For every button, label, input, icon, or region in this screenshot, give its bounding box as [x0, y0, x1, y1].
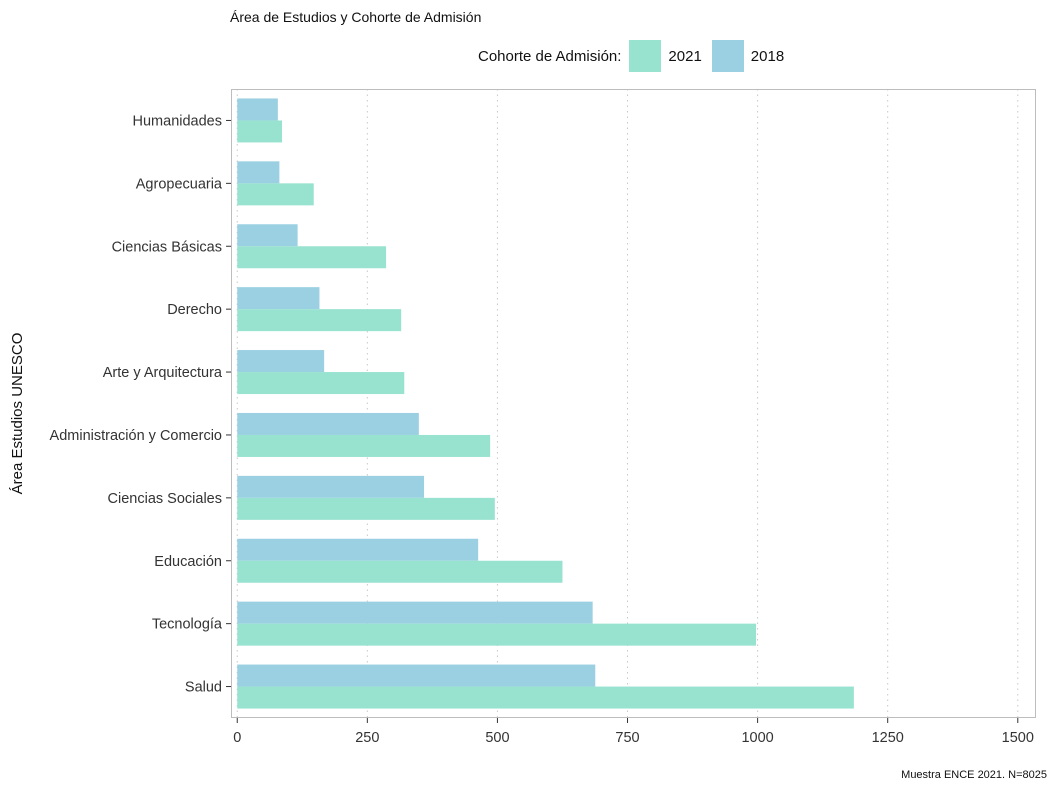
legend-label-2018: 2018: [750, 47, 785, 65]
legend-key-2021: [629, 40, 662, 72]
y-tick-label-ciencias-sociales: Ciencias Sociales: [108, 491, 222, 507]
chart-title: Área de Estudios y Cohorte de Admisión: [230, 9, 482, 25]
y-tick-label-salud: Salud: [185, 680, 222, 696]
bar-2021-ciencias-sociales: [237, 497, 495, 520]
legend: Cohorte de Admisión: 2021 2018: [478, 40, 794, 72]
y-tick-label-arte-y-arquitectura: Arte y Arquitectura: [103, 365, 223, 381]
y-tick-label-ciencias-b-sicas: Ciencias Básicas: [112, 239, 222, 255]
bar-2021-humanidades: [237, 120, 282, 143]
x-tick-label-0: 0: [233, 730, 241, 746]
x-tick-label-1000: 1000: [741, 730, 773, 746]
legend-key-2018: [711, 40, 744, 72]
bar-2018-derecho: [237, 287, 320, 310]
y-tick-label-educaci-n: Educación: [154, 554, 222, 570]
bar-2018-educaci-n: [237, 538, 479, 561]
bar-2018-tecnolog-a: [237, 601, 593, 624]
bar-2021-ciencias-b-sicas: [237, 246, 387, 269]
bar-2018-humanidades: [237, 98, 278, 121]
bar-2021-tecnolog-a: [237, 623, 757, 646]
bar-2018-arte-y-arquitectura: [237, 350, 325, 373]
y-tick-label-tecnolog-a: Tecnología: [152, 617, 223, 633]
bar-2018-ciencias-b-sicas: [237, 224, 298, 247]
y-axis-title: Área Estudios UNESCO: [9, 333, 26, 495]
bar-2021-administraci-n-y-comercio: [237, 434, 491, 457]
bar-2018-agropecuaria: [237, 161, 280, 184]
x-tick-label-1250: 1250: [872, 730, 904, 746]
legend-title: Cohorte de Admisión:: [478, 47, 622, 65]
bar-2018-salud: [237, 664, 596, 687]
bar-2021-salud: [237, 686, 854, 709]
bar-2021-agropecuaria: [237, 183, 314, 206]
x-tick-label-500: 500: [485, 730, 509, 746]
bar-2021-derecho: [237, 309, 402, 332]
y-tick-label-administraci-n-y-comercio: Administración y Comercio: [50, 428, 222, 444]
y-tick-label-humanidades: Humanidades: [133, 113, 222, 129]
legend-item-2021: 2021: [629, 40, 705, 72]
x-tick-label-750: 750: [615, 730, 639, 746]
bar-2021-arte-y-arquitectura: [237, 372, 405, 395]
y-tick-label-agropecuaria: Agropecuaria: [136, 176, 223, 192]
y-tick-label-derecho: Derecho: [167, 302, 222, 318]
chart-caption: Muestra ENCE 2021. N=8025: [901, 769, 1047, 781]
x-tick-label-250: 250: [355, 730, 379, 746]
plot-panel-border: [231, 89, 1036, 718]
x-tick-label-1500: 1500: [1002, 730, 1034, 746]
bar-2021-educaci-n: [237, 560, 563, 583]
legend-item-2018: 2018: [711, 40, 788, 72]
legend-label-2021: 2021: [668, 47, 702, 65]
bar-2018-ciencias-sociales: [237, 475, 425, 498]
bar-2018-administraci-n-y-comercio: [237, 412, 419, 435]
